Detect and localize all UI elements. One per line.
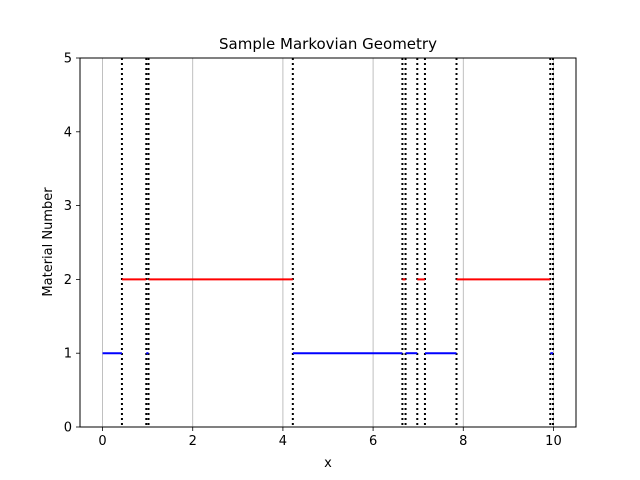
x-tick-label: 2 xyxy=(189,434,197,449)
x-tick-label: 10 xyxy=(545,434,562,449)
y-tick-label: 3 xyxy=(64,199,72,214)
chart-title: Sample Markovian Geometry xyxy=(219,35,437,53)
x-axis-label: x xyxy=(324,456,332,471)
y-tick-label: 5 xyxy=(64,52,72,67)
material-segments xyxy=(102,278,554,355)
y-tick-label: 1 xyxy=(64,347,72,362)
x-tick-label: 8 xyxy=(459,434,467,449)
interface-lines xyxy=(120,58,555,427)
y-axis-label: Material Number xyxy=(41,187,56,297)
y-tick-label: 2 xyxy=(64,273,72,288)
y-tick-label: 0 xyxy=(64,421,72,436)
ticks: 0 2 4 6 8 10 0 1 2 3 4 5 xyxy=(64,52,562,450)
x-tick-label: 4 xyxy=(279,434,287,449)
y-tick-label: 4 xyxy=(64,125,72,140)
plot-frame xyxy=(79,57,577,428)
x-tick-label: 6 xyxy=(369,434,377,449)
x-tick-label: 0 xyxy=(98,434,106,449)
